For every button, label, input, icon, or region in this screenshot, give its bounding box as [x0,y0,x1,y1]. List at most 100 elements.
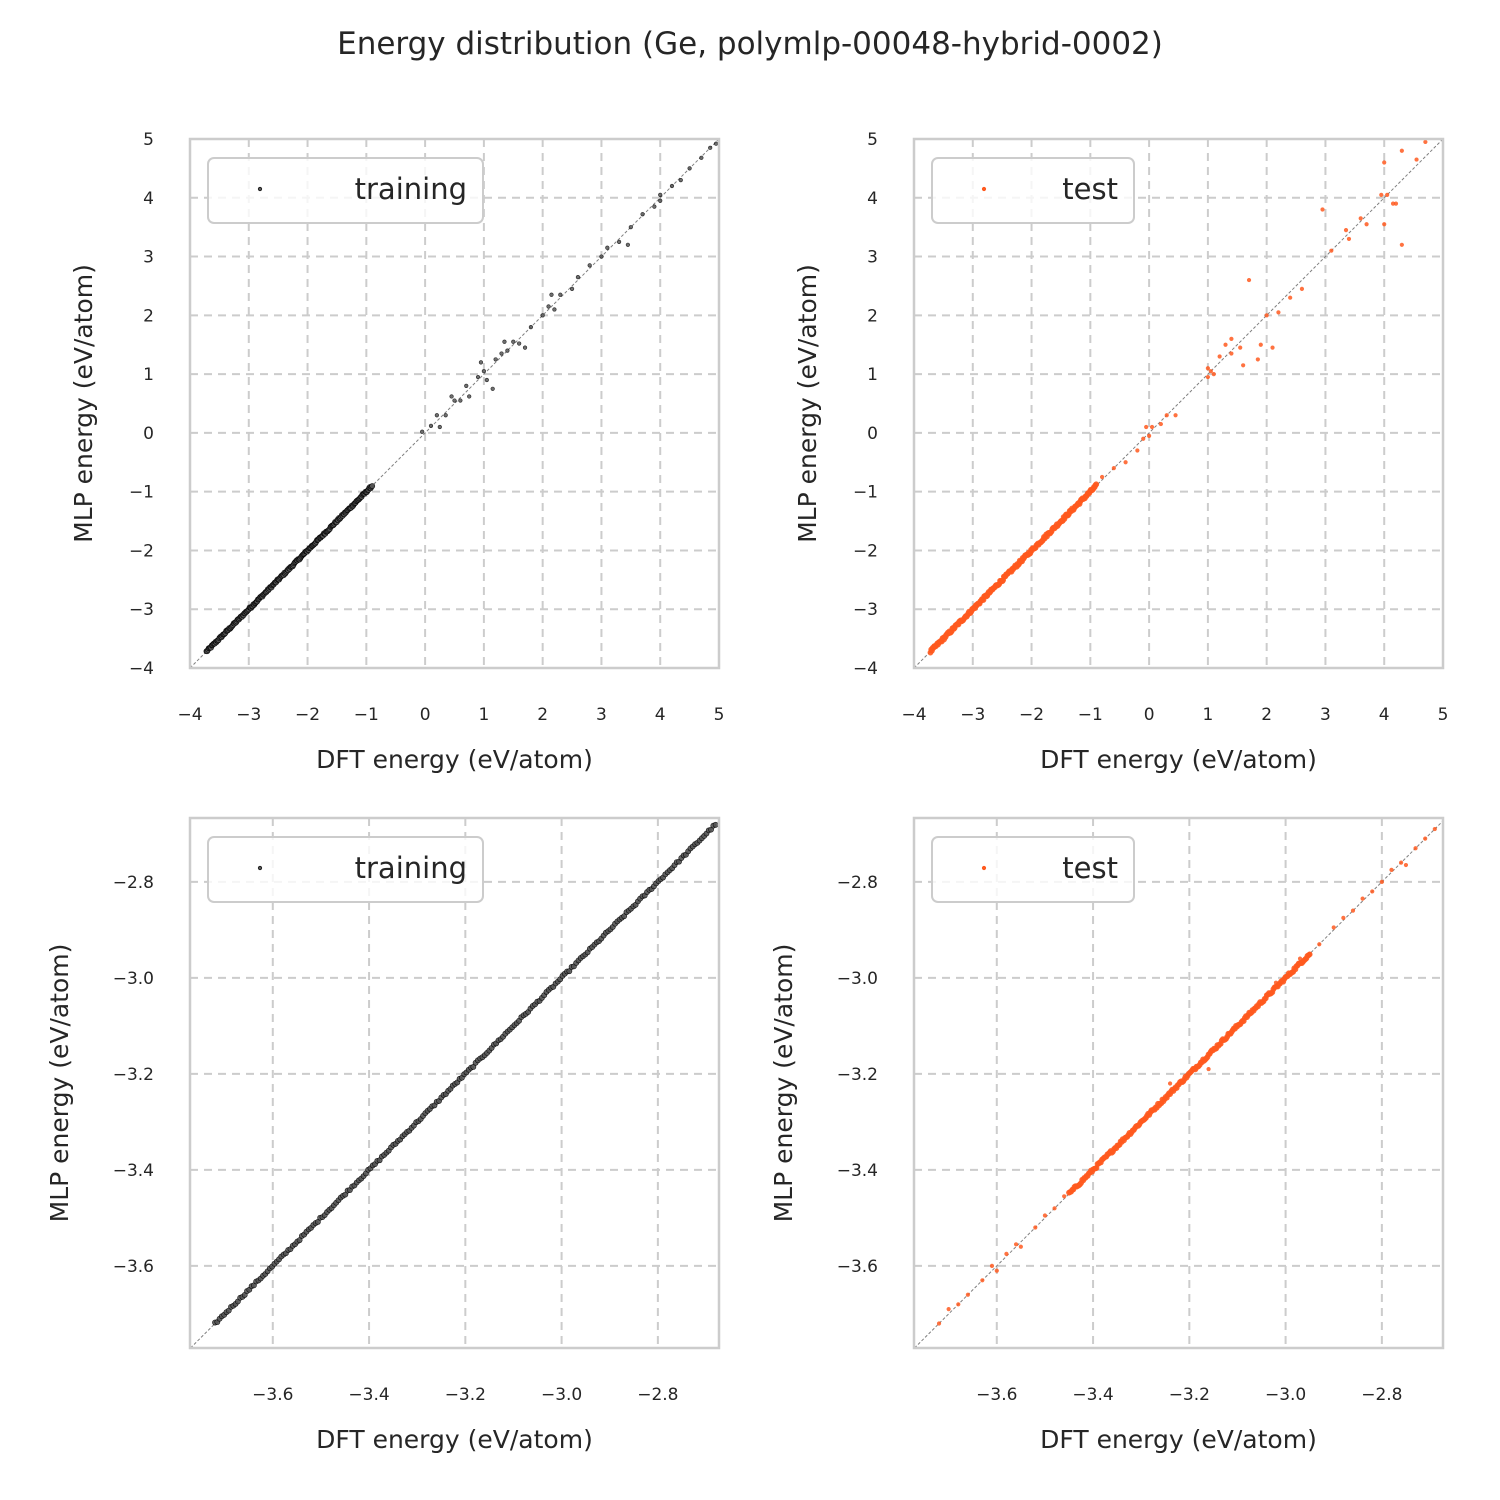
x-tick-label: −3 [960,705,985,725]
data-point [658,192,663,197]
data-point [1173,413,1178,418]
y-axis-label: MLP energy (eV/atom) [45,944,74,1223]
y-tick-label: 5 [867,130,878,150]
data-point [1004,1251,1009,1257]
data-point [1382,160,1387,165]
data-point [946,1307,951,1312]
data-point [1350,908,1356,913]
y-tick-label: 0 [143,424,154,444]
data-point [599,254,604,259]
x-axis-label: DFT energy (eV/atom) [316,745,593,774]
axes-frame [912,137,1445,670]
data-point [640,212,645,217]
y-tick-label: 0 [867,424,878,444]
data-point [434,413,439,418]
legend: training [207,836,484,903]
y-tick-label: −2 [853,541,878,561]
data-point [478,360,484,365]
x-tick-label: −3.0 [1265,1385,1306,1405]
y-tick-label: −2 [129,541,154,561]
data-point [1229,351,1234,356]
data-point [965,1292,971,1297]
data-point [502,339,507,344]
data-point [1093,481,1100,488]
data-point [1346,236,1352,242]
legend-box [207,836,484,903]
data-point [980,1278,985,1283]
data-point [1141,436,1146,441]
y-tick-label: −3 [853,600,878,620]
data-point [540,313,545,318]
y-tick-label: −1 [129,483,154,503]
legend-label: test [1062,851,1118,885]
data-point [558,292,563,297]
y-tick-label: 2 [867,306,878,326]
x-tick-label: −1 [354,705,379,725]
data-point [1042,1213,1048,1218]
y-tick-label: 4 [867,189,878,209]
data-point [1423,836,1428,841]
data-point [1320,207,1325,212]
legend-box [931,157,1135,224]
data-point [956,1302,961,1307]
data-point [1223,342,1228,347]
y-tick-label: −2.8 [837,873,878,893]
data-point [669,183,675,189]
x-tick-label: 5 [714,705,725,725]
legend-marker-icon [257,186,263,192]
data-point [687,166,692,171]
data-point [708,145,713,150]
data-point [546,304,551,309]
data-point [1164,413,1169,418]
y-tick-label: 1 [143,365,154,385]
data-point [420,429,425,434]
y-tick-label: 1 [867,365,878,385]
data-point [1360,896,1365,901]
y-axis-label: MLP energy (eV/atom) [793,264,822,543]
data-point [437,424,442,430]
x-tick-label: −3.2 [445,1385,486,1405]
data-point [493,357,498,362]
data-point [511,339,516,344]
x-tick-label: −3.6 [976,1385,1017,1405]
data-point [1246,277,1252,283]
data-point [475,374,481,380]
data-point [1270,345,1275,350]
data-point [989,1263,995,1269]
y-tick-label: −3.6 [113,1257,154,1277]
data-point [625,242,630,247]
x-tick-label: −2 [1019,705,1044,725]
x-tick-label: −4 [177,705,202,725]
data-point [1403,862,1409,868]
data-point [1167,1081,1173,1086]
data-point [587,263,592,268]
axes-frame [188,816,721,1350]
data-point [428,423,434,428]
x-tick-label: 4 [1379,705,1390,725]
data-point [1379,879,1384,884]
legend: training [207,157,484,224]
legend-marker-icon [981,865,987,871]
panel-bottom-left: −3.6 −3.4 −3.2 −3.0 −2.8 −2.8 −3.0 −3.2 −3.4 −3.6… [45,816,721,1454]
data-point [1144,424,1149,430]
x-tick-label: −2.8 [637,1385,678,1405]
legend: test [931,836,1135,903]
y-tick-label: −3.4 [113,1161,154,1181]
data-point [1364,222,1369,227]
x-tick-label: −4 [901,705,926,725]
legend-label: training [355,172,467,206]
diagonal-line [914,820,1444,1349]
data-point [1206,1066,1211,1072]
axes-frame [188,137,721,670]
data-point [1413,846,1418,851]
x-axis-label: DFT energy (eV/atom) [316,1425,593,1454]
data-point [1111,466,1116,471]
data-point [1399,148,1404,153]
x-tick-label: −1 [1078,705,1103,725]
y-tick-label: 3 [143,248,154,268]
legend-box [931,836,1135,903]
data-point [628,225,633,230]
y-tick-label: −3.4 [837,1161,878,1181]
data-point [713,141,719,146]
data-point [1358,216,1363,221]
